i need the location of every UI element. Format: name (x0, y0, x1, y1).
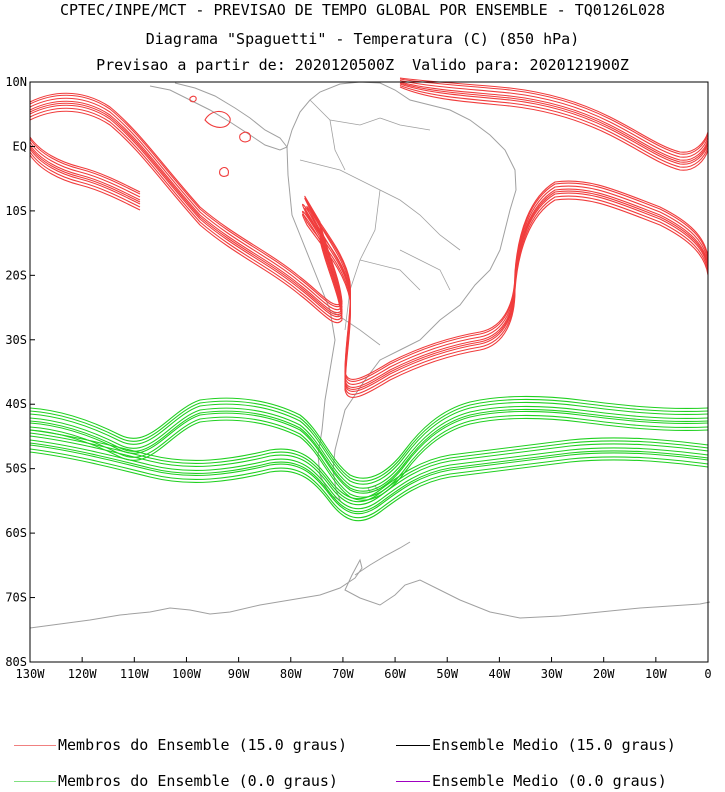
legend-label-black-mean: Ensemble Medio (15.0 graus) (432, 736, 676, 754)
green-contour (29, 395, 709, 479)
green-contour (29, 442, 709, 513)
lon-tick-label: 20W (593, 667, 615, 681)
green-contour (29, 448, 709, 519)
lon-tick-label: 0 (704, 667, 711, 681)
green-contour (29, 429, 709, 500)
red-contour (29, 138, 141, 195)
lon-tick-label: 70W (332, 667, 354, 681)
green-contour (29, 414, 709, 498)
lat-tick-label: 80S (5, 655, 27, 669)
green-contour (29, 451, 709, 522)
lon-tick-label: 80W (280, 667, 302, 681)
lat-tick-label: 60S (5, 526, 27, 540)
red-contour (29, 154, 141, 211)
red-contour (399, 84, 709, 168)
lon-tick-label: 50W (436, 667, 458, 681)
green-contour-lines (29, 395, 709, 522)
title-line-3: Previsao a partir de: 2020120500Z Valido… (96, 56, 629, 74)
legend-swatch-purple-mean (396, 781, 430, 782)
land-outlines (29, 81, 711, 629)
red-contour (399, 82, 709, 163)
lat-tick-label: EQ (13, 139, 27, 153)
lat-tick-label: 10N (5, 75, 27, 89)
lon-tick-label: 30W (541, 667, 563, 681)
red-contour (29, 146, 141, 203)
lon-tick-label: 100W (172, 667, 202, 681)
green-contour (29, 435, 709, 506)
green-contour (29, 444, 709, 515)
red-contour-loop (219, 166, 229, 177)
red-contour (29, 144, 141, 201)
red-contour (29, 100, 709, 388)
legend-swatch-green-members (14, 781, 56, 782)
lat-tick-label: 20S (5, 268, 27, 282)
title-line-2: Diagrama "Spaguetti" - Temperatura (C) (… (145, 30, 580, 48)
legend-label-red-members: Membros do Ensemble (15.0 graus) (58, 736, 347, 754)
red-contour (29, 110, 709, 398)
lon-tick-label: 40W (489, 667, 511, 681)
green-contour (29, 401, 709, 485)
red-contour (399, 83, 709, 165)
red-contour (29, 92, 709, 380)
lon-tick-label: 10W (645, 667, 667, 681)
lat-tick-label: 70S (5, 591, 27, 605)
legend-swatch-red-members (14, 745, 56, 746)
red-contour (29, 107, 709, 395)
red-contour-loop (204, 110, 231, 128)
red-contour (399, 77, 709, 153)
red-contour (29, 136, 141, 193)
title-line-1: CPTEC/INPE/MCT - PREVISAO DE TEMPO GLOBA… (59, 1, 666, 19)
lon-tick-label: 120W (68, 667, 98, 681)
lon-tick-label: 130W (16, 667, 46, 681)
red-contour (399, 86, 709, 171)
legend-label-purple-mean: Ensemble Medio (0.0 graus) (432, 772, 667, 790)
green-contour (29, 439, 709, 510)
green-contour (29, 408, 709, 492)
south-america-coastline (286, 81, 517, 502)
lat-tick-label: 30S (5, 333, 27, 347)
lon-tick-label: 110W (120, 667, 150, 681)
lon-tick-label: 60W (384, 667, 406, 681)
legend-label-green-members: Membros do Ensemble (0.0 graus) (58, 772, 338, 790)
red-contour (399, 79, 709, 158)
antarctica-coastline (29, 558, 711, 629)
green-contour (29, 405, 709, 489)
red-contour (29, 151, 141, 208)
antarctic-peninsula (354, 541, 411, 576)
green-contour (29, 398, 709, 482)
red-contour (29, 104, 709, 392)
green-contour (29, 410, 709, 494)
lon-tick-label: 90W (228, 667, 250, 681)
red-contour-loop (239, 131, 251, 143)
red-contour (399, 81, 709, 161)
lat-tick-label: 40S (5, 397, 27, 411)
red-contour (399, 78, 709, 155)
legend-swatch-black-mean (396, 745, 430, 746)
central-america-coastline (149, 82, 288, 151)
red-contour (29, 148, 141, 205)
red-contour (29, 141, 141, 198)
lat-tick-label: 50S (5, 462, 27, 476)
map-frame (29, 81, 709, 663)
country-borders (299, 99, 461, 346)
lat-tick-label: 10S (5, 204, 27, 218)
green-contour (29, 432, 709, 503)
red-contour-loop (189, 95, 197, 103)
red-contour-lines (29, 77, 709, 398)
map-border (29, 81, 709, 663)
